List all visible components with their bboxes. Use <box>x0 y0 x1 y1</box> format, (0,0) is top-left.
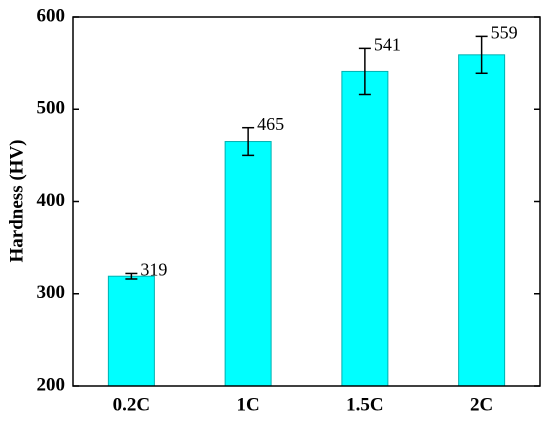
y-axis-title: Hardness (HV) <box>6 140 27 263</box>
x-tick-label: 0.2C <box>113 394 150 415</box>
x-tick-label: 1C <box>237 394 260 415</box>
y-tick-label: 400 <box>37 190 66 211</box>
x-tick-label: 2C <box>470 394 493 415</box>
y-tick-label: 500 <box>37 98 66 119</box>
bar <box>107 275 155 387</box>
y-tick-label: 600 <box>37 5 66 26</box>
value-label: 465 <box>257 114 284 134</box>
value-label: 319 <box>140 260 167 280</box>
y-tick-label: 200 <box>37 374 66 395</box>
value-label: 541 <box>374 34 401 54</box>
bar <box>224 141 272 387</box>
y-tick-label: 300 <box>37 282 66 303</box>
plot-frame <box>72 16 541 387</box>
x-tick-label: 1.5C <box>346 394 383 415</box>
value-label: 559 <box>491 22 518 42</box>
bar <box>458 54 506 387</box>
bar <box>341 70 389 387</box>
